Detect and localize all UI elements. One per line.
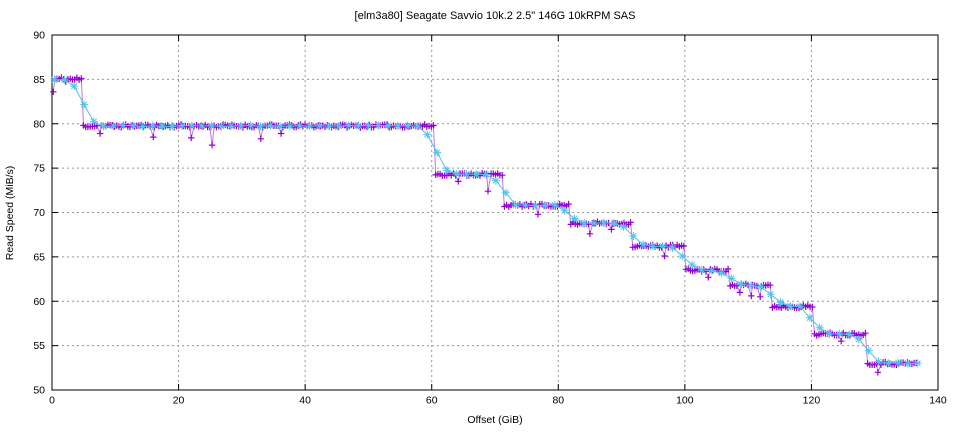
chart-title: [elm3a80] Seagate Savvio 10k.2 2.5" 146G… [355, 10, 636, 22]
gridlines [52, 35, 938, 390]
x-tick-label: 120 [803, 395, 821, 407]
raw-samples-line [52, 77, 917, 375]
y-tick-label: 80 [33, 118, 45, 130]
y-tick-label: 85 [33, 74, 45, 86]
x-tick-label: 140 [929, 395, 947, 407]
y-tick-label: 75 [33, 163, 45, 175]
x-tick-label: 60 [426, 395, 438, 407]
data-series [50, 74, 922, 376]
x-axis-label: Offset (GiB) [467, 414, 522, 426]
x-tick-label: 100 [676, 395, 694, 407]
x-tick-label: 80 [552, 395, 564, 407]
y-tick-label: 90 [33, 30, 45, 42]
moving-average-asterisk-markers [50, 75, 922, 368]
y-tick-label: 70 [33, 207, 45, 219]
moving-average-line [54, 79, 918, 365]
y-tick-label: 55 [33, 340, 45, 352]
axis-tick-marks [51, 34, 939, 391]
plot-border [51, 34, 939, 391]
raw-samples-plus-markers [50, 74, 920, 376]
plot-frame [51, 34, 939, 391]
x-tick-label: 0 [49, 395, 55, 407]
x-tick-label: 40 [299, 395, 311, 407]
x-tick-label: 20 [173, 395, 185, 407]
y-tick-label: 50 [33, 385, 45, 397]
y-axis-label: Read Speed (MiB/s) [4, 166, 16, 261]
y-tick-label: 65 [33, 251, 45, 263]
tick-labels: 0 20 40 60 80 100 120 140 50 55 60 65 70 75 80 85 90 [33, 30, 947, 407]
y-tick-label: 60 [33, 296, 45, 308]
